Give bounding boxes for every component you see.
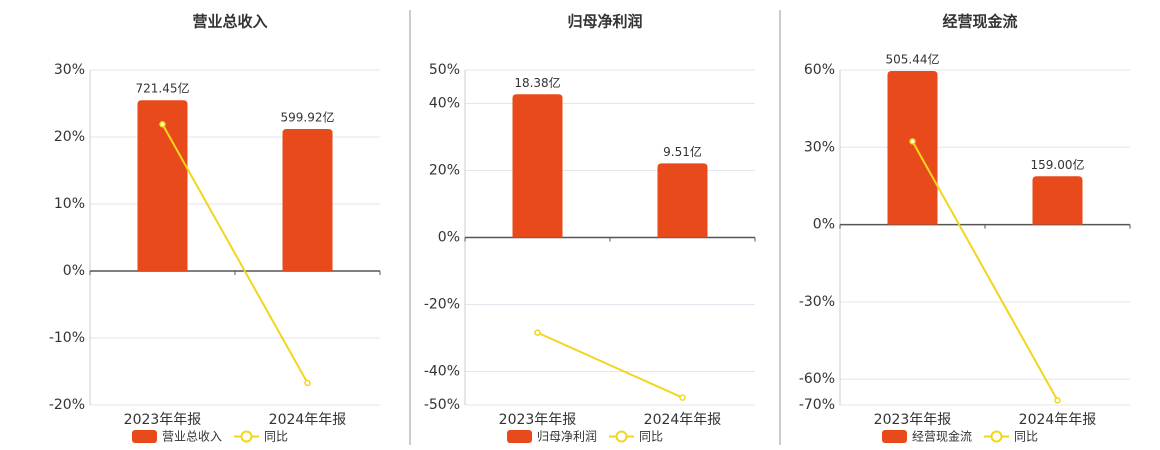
legend-label: 同比	[264, 430, 288, 444]
line-marker	[304, 379, 311, 387]
legend-label: 归母净利润	[537, 430, 597, 444]
x-tick-label: 2023年年报	[499, 412, 577, 428]
line	[161, 123, 309, 384]
line	[537, 331, 683, 399]
y-tick-label: -60%	[799, 371, 835, 387]
y-tick-label: -30%	[799, 294, 835, 310]
bar	[282, 128, 333, 271]
legend-label: 同比	[639, 430, 663, 444]
y-tick-label: 20%	[54, 129, 85, 145]
value-label: 9.51亿	[663, 144, 702, 159]
legend-label: 经营现金流	[912, 429, 972, 444]
bar	[512, 94, 563, 238]
y-tick-label: -40%	[424, 364, 460, 380]
chart-title: 经营现金流	[942, 13, 1017, 31]
y-tick-label: 0%	[438, 230, 460, 246]
y-tick-label: -20%	[49, 397, 85, 413]
x-tick-label: 2023年年报	[124, 412, 202, 428]
legend-swatch	[615, 430, 628, 443]
y-tick-label: -10%	[49, 330, 85, 346]
line-marker	[1054, 397, 1061, 404]
legend-swatch	[132, 430, 157, 443]
y-tick-label: -70%	[799, 397, 835, 413]
bar	[887, 71, 938, 225]
y-tick-label: 20%	[429, 163, 460, 179]
legend-label: 同比	[1014, 430, 1038, 444]
x-tick-label: 2024年年报	[1019, 412, 1097, 428]
bar	[657, 163, 708, 238]
legend-swatch	[240, 430, 253, 443]
x-tick-label: 2023年年报	[874, 412, 952, 428]
line-marker	[159, 121, 166, 128]
value-label: 159.00亿	[1031, 157, 1085, 172]
bar	[1032, 176, 1083, 225]
x-tick-label: 2024年年报	[644, 412, 722, 428]
y-tick-label: 30%	[804, 139, 835, 155]
y-tick-label: 30%	[54, 62, 85, 78]
value-label: 599.92亿	[281, 109, 335, 124]
y-tick-label: 50%	[429, 62, 460, 78]
chart-title: 归母净利润	[567, 13, 642, 31]
value-label: 505.44亿	[886, 52, 940, 67]
line-marker	[534, 329, 541, 336]
x-tick-label: 2024年年报	[269, 412, 347, 428]
bar	[137, 100, 188, 271]
y-tick-label: -20%	[424, 297, 460, 313]
chart-title: 营业总收入	[192, 13, 267, 31]
y-tick-label: 0%	[63, 263, 85, 279]
line-marker	[909, 138, 916, 145]
y-tick-label: -50%	[424, 397, 460, 413]
y-tick-label: 10%	[54, 196, 85, 212]
line	[911, 140, 1059, 401]
legend-label: 营业总收入	[162, 430, 222, 444]
line-marker	[679, 394, 686, 401]
y-tick-label: 60%	[804, 62, 835, 78]
y-tick-label: 40%	[429, 96, 460, 112]
value-label: 721.45亿	[136, 81, 190, 96]
legend-swatch	[882, 430, 907, 443]
legend-swatch	[990, 430, 1003, 443]
value-label: 18.38亿	[514, 75, 560, 90]
legend-swatch	[507, 430, 532, 443]
y-tick-label: 0%	[813, 217, 835, 233]
